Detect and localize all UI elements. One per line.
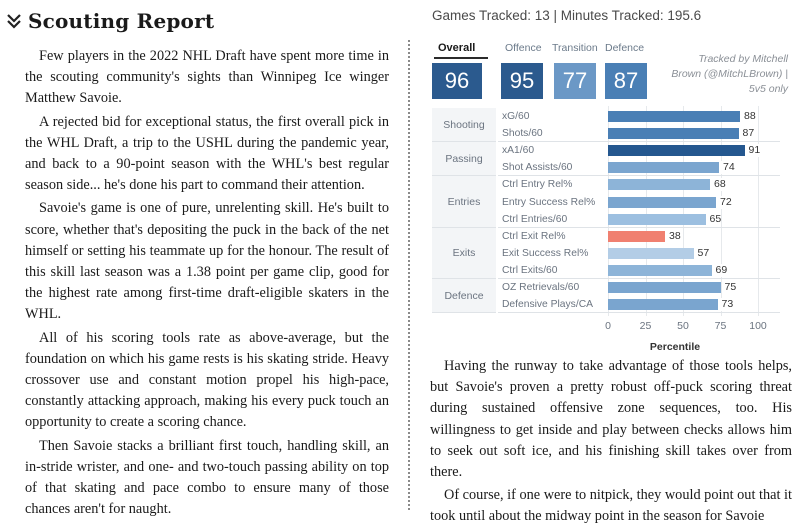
metric-label: Defensive Plays/CA [502,299,593,311]
group-label-entries: Entries [432,176,496,228]
bar-value-label: 68 [711,178,726,192]
bar [608,196,716,208]
tab-defence[interactable]: Defence [605,42,645,54]
metric-label: Ctrl Exit Rel% [502,230,566,242]
group-label-exits: Exits [432,227,496,279]
overall-score: 96 [432,63,482,99]
paragraph: All of his scoring tools rate as above-a… [25,329,389,431]
metric-label: Ctrl Entry Rel% [502,179,573,191]
group-label-shooting: Shooting [432,108,496,143]
group-separator [498,312,780,314]
group-label-passing: Passing [432,142,496,177]
x-tick-label: 50 [677,320,689,332]
bar-value-label: 73 [718,298,734,312]
offence-score: 95 [501,63,543,99]
bar-value-label: 38 [666,229,681,243]
metric-label: OZ Retrievals/60 [502,282,580,293]
paragraph: Few players in the 2022 NHL Draft have s… [25,48,389,107]
bar [608,213,706,225]
tracked-by-line: Brown (@MitchLBrown) | [671,68,788,80]
x-tick-label: 0 [605,320,611,332]
tracked-by-line: Tracked by Mitchell [698,53,788,65]
group-separator [498,141,780,143]
x-tick-label: 75 [714,320,727,332]
transition-score: 77 [554,63,596,99]
bar [608,162,719,174]
metric-label: xA1/60 [502,145,535,157]
paragraph: Of course, if one were to nitpick, they … [430,487,792,525]
bar [608,179,710,191]
paragraph: Then Savoie stacks a brilliant first tou… [25,437,389,518]
bar [608,264,712,276]
bar [608,282,721,293]
metric-label: Ctrl Entries/60 [502,213,568,225]
bar-value-label: 57 [694,246,710,260]
bar [608,145,745,157]
grid-line [720,106,722,316]
group-separator [498,226,780,228]
bar [608,247,694,259]
paragraph: Having the runway to take advantage of t… [430,358,792,481]
grid-line [683,106,684,316]
bar-value-label: 91 [745,144,761,158]
bar-value-label: 75 [721,281,737,294]
metric-label: Entry Success Rel% [502,196,596,208]
paragraph: Savoie's game is one of pure, unrelentin… [25,200,389,323]
metric-label: Exit Success Rel% [502,247,589,259]
section-title: Scouting Report [28,9,215,33]
tab-offence[interactable]: Offence [505,42,542,54]
bar [608,128,739,140]
tracked-by-note: Tracked by Mitchell Brown (@MitchLBrown)… [660,52,788,97]
grid-line [645,106,647,316]
bar-value-label: 88 [741,110,756,123]
overall-tab-underline [434,57,488,59]
bar-value-label: 72 [717,195,732,209]
tracking-summary: Games Tracked: 13 | Minutes Tracked: 195… [432,8,702,23]
tab-transition[interactable]: Transition [552,42,598,54]
double-chevron-down-icon[interactable] [4,11,24,31]
paragraph: A rejected bid for exceptional status, t… [25,113,389,194]
bar [608,299,718,311]
article-right-column: Having the runway to take advantage of t… [430,356,792,530]
tab-overall[interactable]: Overall [438,42,476,54]
grid-line [608,106,609,316]
bar-value-label: 69 [712,263,728,277]
column-divider [408,40,410,510]
group-separator [498,175,780,177]
section-header[interactable]: Scouting Report [4,9,214,33]
metric-label: Shot Assists/60 [502,162,573,174]
x-tick-label: 25 [639,320,652,332]
metric-label: Ctrl Exits/60 [502,264,558,276]
group-separator [498,278,780,279]
metric-label: Shots/60 [502,128,543,140]
grid-line [758,106,759,316]
tracked-by-line: 5v5 only [748,83,788,95]
article-left-column: Few players in the 2022 NHL Draft have s… [25,46,389,522]
metric-label: xG/60 [502,111,530,122]
x-tick-label: 100 [749,320,767,332]
bar [608,111,740,122]
bar [608,230,665,242]
scouting-viz: Games Tracked: 13 | Minutes Tracked: 195… [432,8,788,353]
defence-score: 87 [605,63,647,99]
bar-value-label: 87 [739,127,755,141]
x-axis-title: Percentile [649,341,701,353]
bar-value-label: 65 [706,212,722,226]
bar-value-label: 74 [720,161,735,175]
group-label-defence: Defence [432,279,496,314]
